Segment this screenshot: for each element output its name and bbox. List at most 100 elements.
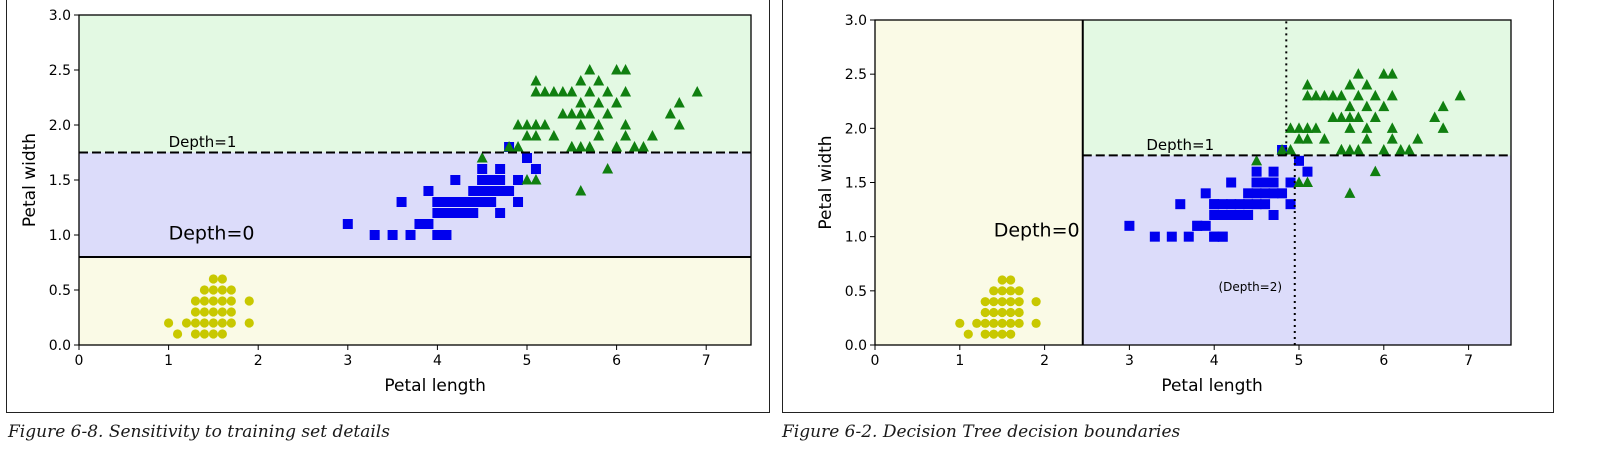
point-versicolor [495, 186, 506, 196]
point-setosa [190, 307, 201, 317]
point-virginica [602, 163, 614, 174]
point-virginica [1285, 122, 1297, 133]
point-versicolor [1217, 199, 1228, 210]
point-virginica [1344, 187, 1356, 198]
point-versicolor [486, 186, 497, 196]
y-tick-label: 1.0 [845, 230, 867, 246]
boundary-label: Depth=0 [994, 220, 1080, 242]
point-virginica [1301, 122, 1313, 133]
point-virginica [575, 185, 587, 196]
point-setosa [989, 318, 999, 328]
point-setosa [208, 307, 218, 317]
point-virginica [691, 86, 703, 97]
point-versicolor [1302, 166, 1313, 177]
point-virginica [566, 141, 578, 152]
point-setosa [1014, 307, 1024, 318]
point-setosa [217, 307, 227, 317]
point-virginica [1293, 176, 1305, 187]
point-virginica [593, 75, 605, 86]
y-tick-label: 0.5 [49, 283, 71, 299]
point-virginica [593, 130, 605, 141]
point-versicolor [405, 230, 416, 240]
point-setosa [190, 296, 201, 306]
point-versicolor [1268, 210, 1279, 220]
point-versicolor [1209, 210, 1220, 220]
point-virginica [512, 119, 524, 130]
point-versicolor [1260, 199, 1271, 210]
point-virginica [584, 64, 596, 75]
series-setosa [955, 275, 1041, 339]
point-versicolor [450, 208, 461, 218]
chart-right: Depth=0 Depth=1 (Depth=2) 0 1 2 3 4 5 6 7 0.0 0.5 1.0… [816, 13, 1512, 396]
y-tick-label: 2.5 [845, 67, 867, 83]
point-virginica [575, 119, 587, 130]
point-versicolor [477, 164, 488, 174]
point-virginica [476, 152, 488, 163]
point-setosa [980, 329, 990, 339]
point-setosa [1014, 297, 1024, 307]
point-virginica [1310, 122, 1322, 133]
point-virginica [521, 119, 533, 130]
point-setosa [199, 329, 210, 339]
point-setosa [208, 318, 218, 328]
point-virginica [1437, 100, 1449, 112]
point-versicolor [513, 197, 524, 207]
point-virginica [1344, 122, 1356, 133]
point-versicolor [495, 175, 506, 185]
point-virginica [620, 64, 632, 75]
point-virginica [1335, 111, 1347, 122]
point-virginica [1301, 89, 1313, 101]
x-tick-label: 4 [1210, 353, 1219, 369]
point-setosa [997, 329, 1007, 339]
point-virginica [1352, 89, 1364, 101]
y-axis-label: Petal width [20, 133, 40, 227]
point-virginica [593, 119, 605, 130]
point-versicolor [1251, 166, 1262, 177]
point-versicolor [1209, 231, 1220, 242]
point-virginica [1344, 79, 1356, 90]
x-tick-label: 5 [1295, 353, 1304, 369]
point-setosa [997, 318, 1007, 328]
point-virginica [1386, 133, 1398, 144]
point-setosa [1006, 329, 1016, 339]
y-tick-label: 1.5 [49, 173, 71, 189]
point-setosa [963, 329, 973, 339]
point-versicolor [468, 197, 479, 207]
point-virginica [512, 141, 524, 152]
point-virginica [664, 108, 676, 119]
point-setosa [199, 307, 210, 317]
point-versicolor [1243, 210, 1254, 220]
point-versicolor [1175, 199, 1186, 210]
y-tick-label: 2.5 [49, 63, 71, 79]
point-setosa [226, 296, 236, 306]
point-virginica [593, 97, 605, 108]
point-versicolor [1226, 177, 1237, 188]
point-virginica [1386, 122, 1398, 133]
y-tick-label: 0.5 [845, 284, 867, 300]
point-versicolor [1260, 177, 1271, 188]
point-setosa [997, 297, 1007, 307]
point-virginica [1301, 133, 1313, 144]
point-virginica [1335, 89, 1347, 101]
x-tick-label: 1 [955, 353, 964, 369]
series-virginica [476, 64, 703, 196]
point-virginica [611, 141, 623, 152]
point-virginica [1378, 100, 1390, 112]
point-virginica [1369, 111, 1381, 122]
point-versicolor [423, 186, 434, 196]
point-setosa [1031, 297, 1041, 307]
point-virginica [548, 86, 560, 97]
point-virginica [584, 86, 596, 97]
point-setosa [217, 274, 227, 284]
region-setosa [875, 20, 1083, 345]
point-versicolor [486, 197, 497, 207]
point-versicolor [1200, 188, 1211, 199]
point-setosa [980, 297, 990, 307]
point-virginica [1301, 176, 1313, 187]
point-virginica [539, 86, 551, 97]
point-virginica [1344, 100, 1356, 112]
point-setosa [217, 318, 227, 328]
point-virginica [1293, 122, 1305, 133]
point-versicolor [1183, 231, 1194, 242]
point-virginica [584, 141, 596, 152]
